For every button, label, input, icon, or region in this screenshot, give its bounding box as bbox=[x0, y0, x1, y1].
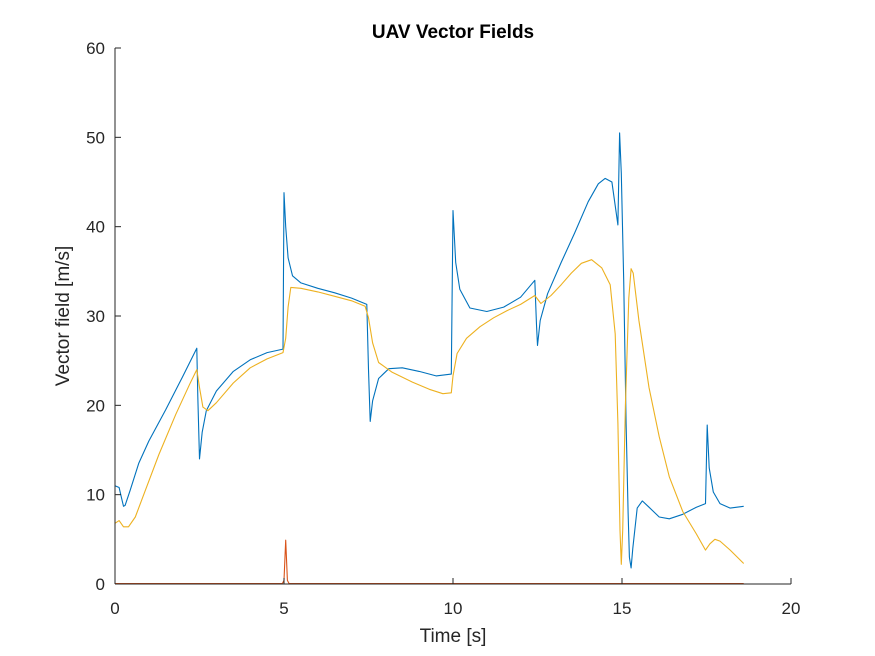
x-ticks: 0 5 10 15 20 bbox=[110, 578, 800, 618]
y-tick-label: 30 bbox=[86, 307, 105, 326]
x-tick-label: 0 bbox=[110, 599, 119, 618]
series-line-1 bbox=[114, 132, 744, 569]
y-tick-label: 20 bbox=[86, 396, 105, 415]
x-tick-label: 10 bbox=[444, 599, 463, 618]
y-tick-label: 50 bbox=[86, 128, 105, 147]
y-ticks: 0 10 20 30 40 50 60 bbox=[86, 39, 121, 594]
x-tick-label: 20 bbox=[782, 599, 801, 618]
y-axis-label: Vector field [m/s] bbox=[53, 246, 74, 386]
x-tick-label: 5 bbox=[279, 599, 288, 618]
x-axis-label: Time [s] bbox=[420, 626, 487, 647]
series-line-3 bbox=[114, 259, 745, 565]
chart-title: UAV Vector Fields bbox=[372, 22, 534, 43]
y-tick-label: 60 bbox=[86, 39, 105, 58]
x-tick-label: 15 bbox=[613, 599, 632, 618]
y-tick-label: 40 bbox=[86, 218, 105, 237]
y-tick-label: 10 bbox=[86, 486, 105, 505]
y-tick-label: 0 bbox=[96, 575, 105, 594]
